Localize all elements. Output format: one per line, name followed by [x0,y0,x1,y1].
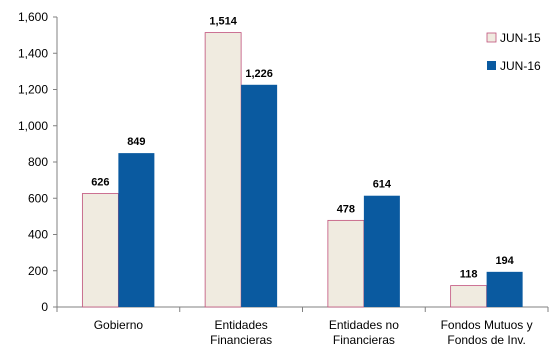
y-tick-label: 1,000 [18,119,48,133]
y-tick-label: 400 [28,228,48,242]
x-category-label: Gobierno [94,318,144,332]
y-tick-label: 800 [28,155,48,169]
bar-jun-15-1 [204,32,242,308]
x-category-label: Fondos Mutuos y [441,318,533,332]
legend: JUN-15 JUN-16 [486,31,541,73]
y-tick-label: 1,400 [18,46,48,60]
bar-jun-15-0 [81,193,119,308]
legend-label-jun-15: JUN-15 [500,31,541,45]
bar-jun-16-0 [118,153,155,307]
bar-jun-15-2 [327,219,365,308]
bar-jun-16-1 [241,84,278,307]
x-category-label: Financieras [333,333,395,347]
data-labels: 626 849 1,514 1,226 478 614 118 194 [91,16,514,281]
bars [81,32,523,308]
bar-jun-16-2 [363,195,400,307]
data-label: 118 [460,269,478,281]
bar-jun-16-3 [486,271,523,307]
y-tick-label: 600 [28,191,48,205]
data-label: 626 [91,177,109,189]
data-label: 478 [337,203,355,215]
x-category-label: Entidades no [329,318,399,332]
x-category-label: Entidades [214,318,267,332]
data-label: 194 [495,255,514,267]
y-tick-label: 1,600 [18,10,48,24]
legend-swatch-jun-15 [486,32,497,43]
data-label: 1,514 [209,16,237,28]
x-category-label: Financieras [210,333,272,347]
y-tick-label: 0 [41,300,48,314]
data-label: 614 [373,179,392,191]
bar-jun-15-3 [450,285,488,308]
y-tick-label: 200 [28,264,48,278]
x-category-label: Fondos de Inv. [447,333,526,347]
data-label: 849 [127,136,145,148]
legend-label-jun-16: JUN-16 [500,59,541,73]
axes: 0 200 400 600 800 1,000 1,200 1,400 1,600 Gobiern… [18,10,549,347]
data-label: 1,226 [245,68,273,80]
y-tick-label: 1,200 [18,83,48,97]
legend-swatch-jun-16 [487,61,496,70]
